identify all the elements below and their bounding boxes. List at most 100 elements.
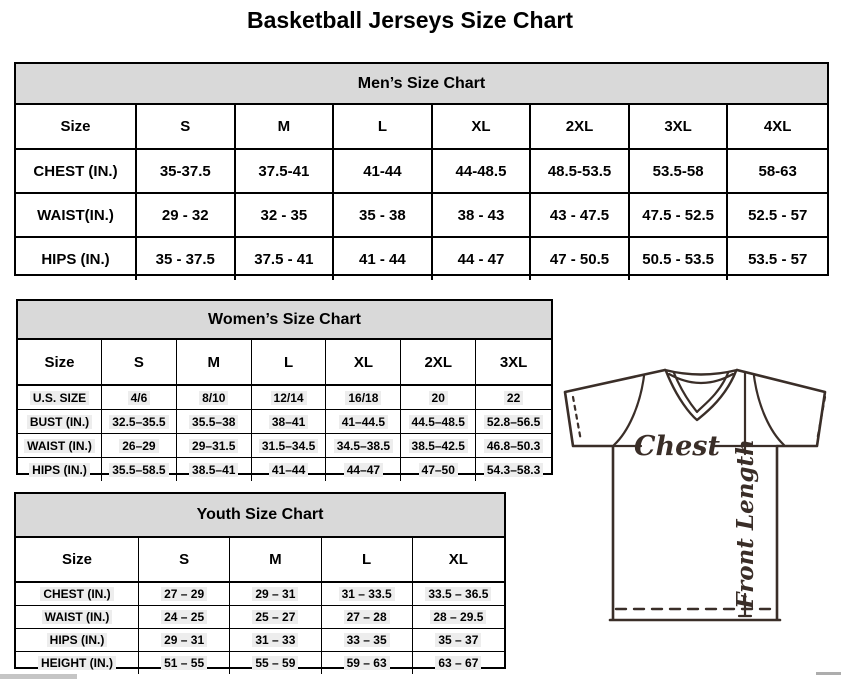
column-header: 3XL: [476, 340, 551, 386]
table-row: WAIST (IN.) 26–29 29–31.5 31.5–34.5 34.5–38.…: [18, 434, 551, 458]
size-value-cell-text: 32.5–35.5: [109, 414, 169, 429]
column-header: XL: [412, 538, 504, 583]
size-value-cell: 47–50: [401, 458, 477, 481]
front-length-label: Front Length: [732, 439, 759, 610]
size-value-cell: 32 - 35: [235, 194, 335, 238]
jersey-right-seam: [752, 374, 786, 447]
womens-size-chart-title: Women’s Size Chart: [18, 301, 551, 340]
size-value-cell: 26–29: [102, 434, 177, 458]
row-label: HIPS (IN.): [18, 458, 102, 481]
column-header: 2XL: [401, 340, 477, 386]
size-value-cell: 47.5 - 52.5: [629, 194, 729, 238]
size-value-cell: 34.5–38.5: [326, 434, 402, 458]
size-header-row: Size S M L XL 2XL 3XL: [18, 340, 551, 386]
size-value-cell-text: 41–44.5: [338, 414, 389, 429]
table-row: WAIST (IN.) 24 – 25 25 – 27 27 – 28 28 – 29.…: [16, 606, 504, 629]
youth-size-chart-title: Youth Size Chart: [16, 494, 504, 538]
row-label-text: HIPS (IN.): [46, 633, 108, 647]
row-label-text: WAIST (IN.): [41, 610, 113, 624]
size-value-cell-text: 20: [428, 390, 448, 405]
size-value-cell: 33 – 35: [321, 629, 413, 652]
column-header: M: [235, 105, 335, 150]
size-value-cell-text: 46.8–50.3: [483, 438, 544, 453]
size-value-cell: 44 - 47: [433, 238, 532, 280]
size-value-cell: 53.5 - 57: [748, 250, 808, 268]
size-value-cell: 47 - 50.5: [531, 238, 630, 280]
size-value-cell-text: 22: [503, 390, 524, 405]
table-row: BUST (IN.) 32.5–35.5 35.5–38 38–41 41–44.5 44…: [18, 410, 551, 434]
row-label-text: HIPS (IN.): [29, 462, 90, 477]
size-value-cell: 53.5-58: [629, 150, 729, 194]
size-value-cell-text: 12/14: [270, 390, 307, 405]
size-value-cell-text: 59 – 63: [343, 656, 390, 670]
size-value-cell-text: 38–41: [268, 414, 309, 429]
size-value-cell: 29 – 31: [230, 583, 322, 606]
size-value-cell-text: 29 – 31: [161, 633, 208, 647]
size-value-cell: 51 – 55: [139, 652, 231, 674]
row-label: HIPS (IN.): [16, 629, 139, 652]
size-value-cell-text: 4/6: [127, 390, 151, 405]
size-value-cell-text: 47–50: [418, 462, 458, 477]
table-row: HIPS (IN.) 29 – 31 31 – 33 33 – 35 35 – 37: [16, 629, 504, 652]
size-value-cell: 31 – 33.5: [321, 583, 413, 606]
size-value-cell-text: 44.5–48.5: [408, 414, 468, 429]
column-header: 4XL: [728, 105, 827, 150]
size-value-cell-text: 34.5–38.5: [333, 438, 394, 453]
size-value-cell-text: 31.5–34.5: [258, 438, 319, 453]
row-label: WAIST (IN.): [18, 434, 102, 458]
size-value-cell-text: 16/18: [345, 390, 382, 405]
size-value-cell: 35 - 37.5: [137, 238, 236, 280]
left-cuff-dashed-line: [571, 395, 583, 443]
row-label: WAIST(IN.): [16, 194, 137, 238]
size-value-cell-text: 35.5–58.5: [109, 462, 169, 477]
size-value-cell-text: 25 – 27: [252, 610, 299, 624]
size-value-cell: 41-44: [334, 150, 433, 194]
size-value-cell-text: 26–29: [119, 438, 159, 453]
size-value-cell: 43 - 47.5: [531, 194, 630, 238]
row-label: BUST (IN.): [18, 410, 102, 434]
size-value-cell-text: 33 – 35: [343, 633, 390, 647]
mens-size-chart-table: Men’s Size Chart Size S M L XL 2XL 3XL 4XL CHEST…: [14, 62, 829, 280]
row-label: HEIGHT (IN.): [16, 652, 139, 674]
table-row: HEIGHT (IN.) 51 – 55 55 – 59 59 – 63 63 – 67: [16, 652, 504, 674]
size-value-cell: 41 - 44: [334, 238, 433, 280]
jersey-measurement-diagram: Chest Front Length: [563, 368, 827, 622]
size-value-cell: 35 – 37: [412, 629, 504, 652]
size-value-cell: 38.5–41: [177, 458, 252, 481]
table-row: U.S. SIZE 4/6 8/10 12/14 16/18 20 22: [18, 386, 551, 410]
size-value-cell-text: 51 – 55: [161, 656, 208, 670]
horizontal-scrollbar-fragment[interactable]: [816, 672, 841, 675]
size-value-cell-text: 31 – 33.5: [338, 587, 395, 601]
column-header: Size: [18, 340, 102, 386]
size-value-cell: 22: [476, 386, 551, 410]
column-header: 3XL: [629, 105, 729, 150]
size-value-cell: 8/10: [176, 386, 252, 410]
size-value-cell: 35 - 38: [334, 194, 433, 238]
row-label-text: CHEST (IN.): [40, 587, 114, 601]
size-value-cell: 58-63: [728, 150, 827, 194]
size-value-cell: 50.5 - 53.5: [630, 238, 729, 280]
size-value-cell: 55 – 59: [230, 652, 322, 674]
size-value-cell: 44.5–48.5: [401, 410, 477, 434]
column-header: S: [102, 340, 177, 386]
size-value-cell: 31.5–34.5: [251, 434, 327, 458]
column-header: 2XL: [531, 105, 630, 150]
size-value-cell: 27 – 29: [139, 583, 231, 606]
size-value-cell: 37.5-41: [235, 150, 335, 194]
size-value-cell: 29 – 31: [139, 629, 231, 652]
front-length-measure-line: [737, 370, 753, 618]
column-header: S: [137, 105, 236, 150]
size-value-cell: 25 – 27: [230, 606, 322, 629]
size-value-cell: 52.5 - 57: [728, 194, 827, 238]
size-value-cell: 4/6: [102, 386, 177, 410]
size-value-cell: 38–41: [251, 410, 327, 434]
size-value-cell: 38.5–42.5: [401, 434, 477, 458]
size-value-cell: 44-48.5: [432, 150, 532, 194]
size-value-cell: 33.5 – 36.5: [412, 583, 504, 606]
column-header: L: [321, 538, 413, 583]
size-value-cell: 46.8–50.3: [476, 434, 551, 458]
mens-size-chart-title: Men’s Size Chart: [16, 64, 827, 105]
horizontal-scrollbar-thumb[interactable]: [0, 674, 77, 679]
row-label-text: HEIGHT (IN.): [38, 656, 116, 670]
size-value-cell: 29–31.5: [176, 434, 252, 458]
